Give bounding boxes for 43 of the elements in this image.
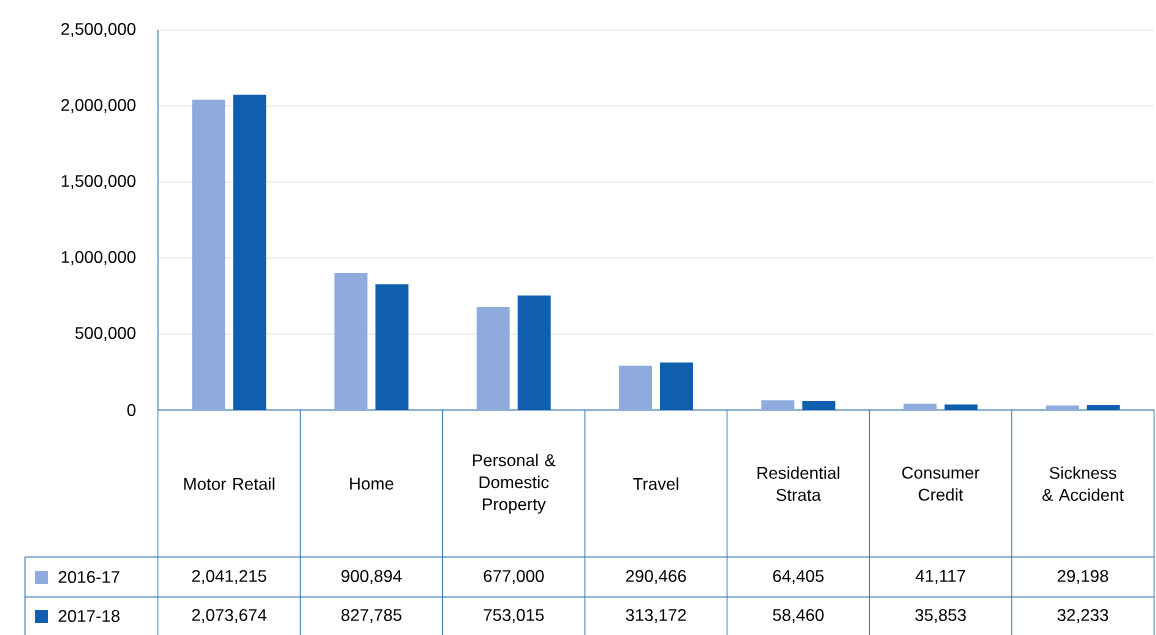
data-label: 677,000: [483, 569, 544, 585]
bar: [476, 307, 510, 410]
bar: [761, 400, 795, 410]
y-tick-label: 1,500,000: [61, 174, 136, 190]
bar: [660, 362, 693, 410]
data-label: 2,073,674: [192, 608, 267, 624]
bar: [334, 273, 368, 410]
x-tick-label: Personal & Domestic Property: [473, 453, 556, 514]
bar: [233, 94, 267, 410]
x-tick-label: Motor Retail: [184, 477, 275, 490]
x-tick-label: Home: [350, 477, 394, 490]
y-tick-label: 500,000: [75, 326, 136, 342]
bar: [192, 99, 226, 410]
bar: [375, 284, 409, 410]
data-label: 900,894: [341, 569, 402, 585]
legend-label: 2017-18: [58, 609, 120, 623]
bar: [517, 295, 551, 410]
data-label: 29,198: [1057, 569, 1109, 585]
y-tick-label: 0: [127, 403, 136, 417]
x-tick-label: Travel: [633, 477, 679, 490]
legend-label: 2016-17: [58, 570, 120, 584]
data-label: 41,117: [915, 570, 966, 584]
bar: [903, 403, 937, 410]
data-label: 64,405: [773, 569, 824, 585]
y-tick-label: 2,000,000: [61, 98, 136, 114]
y-tick-label: 2,500,000: [61, 22, 136, 38]
data-label: 753,015: [483, 608, 544, 624]
data-label: 827,785: [341, 608, 402, 624]
bar: [944, 404, 978, 410]
y-tick-label: 1,000,000: [61, 250, 136, 266]
data-label: 32,233: [1057, 608, 1109, 624]
x-tick-label: Sickness & Accident: [1042, 466, 1124, 501]
data-label: 35,853: [915, 608, 966, 624]
bar: [1086, 405, 1120, 410]
x-tick-label: Consumer Credit: [902, 466, 980, 501]
x-tick-label: Residential Strata: [757, 466, 840, 501]
data-label: 313,172: [625, 608, 686, 624]
data-label: 58,460: [772, 608, 824, 624]
data-label: 2,041,215: [192, 569, 267, 585]
bar: [619, 365, 652, 410]
bar: [802, 401, 836, 410]
data-label: 290,466: [626, 569, 686, 585]
bar: [1045, 405, 1079, 410]
